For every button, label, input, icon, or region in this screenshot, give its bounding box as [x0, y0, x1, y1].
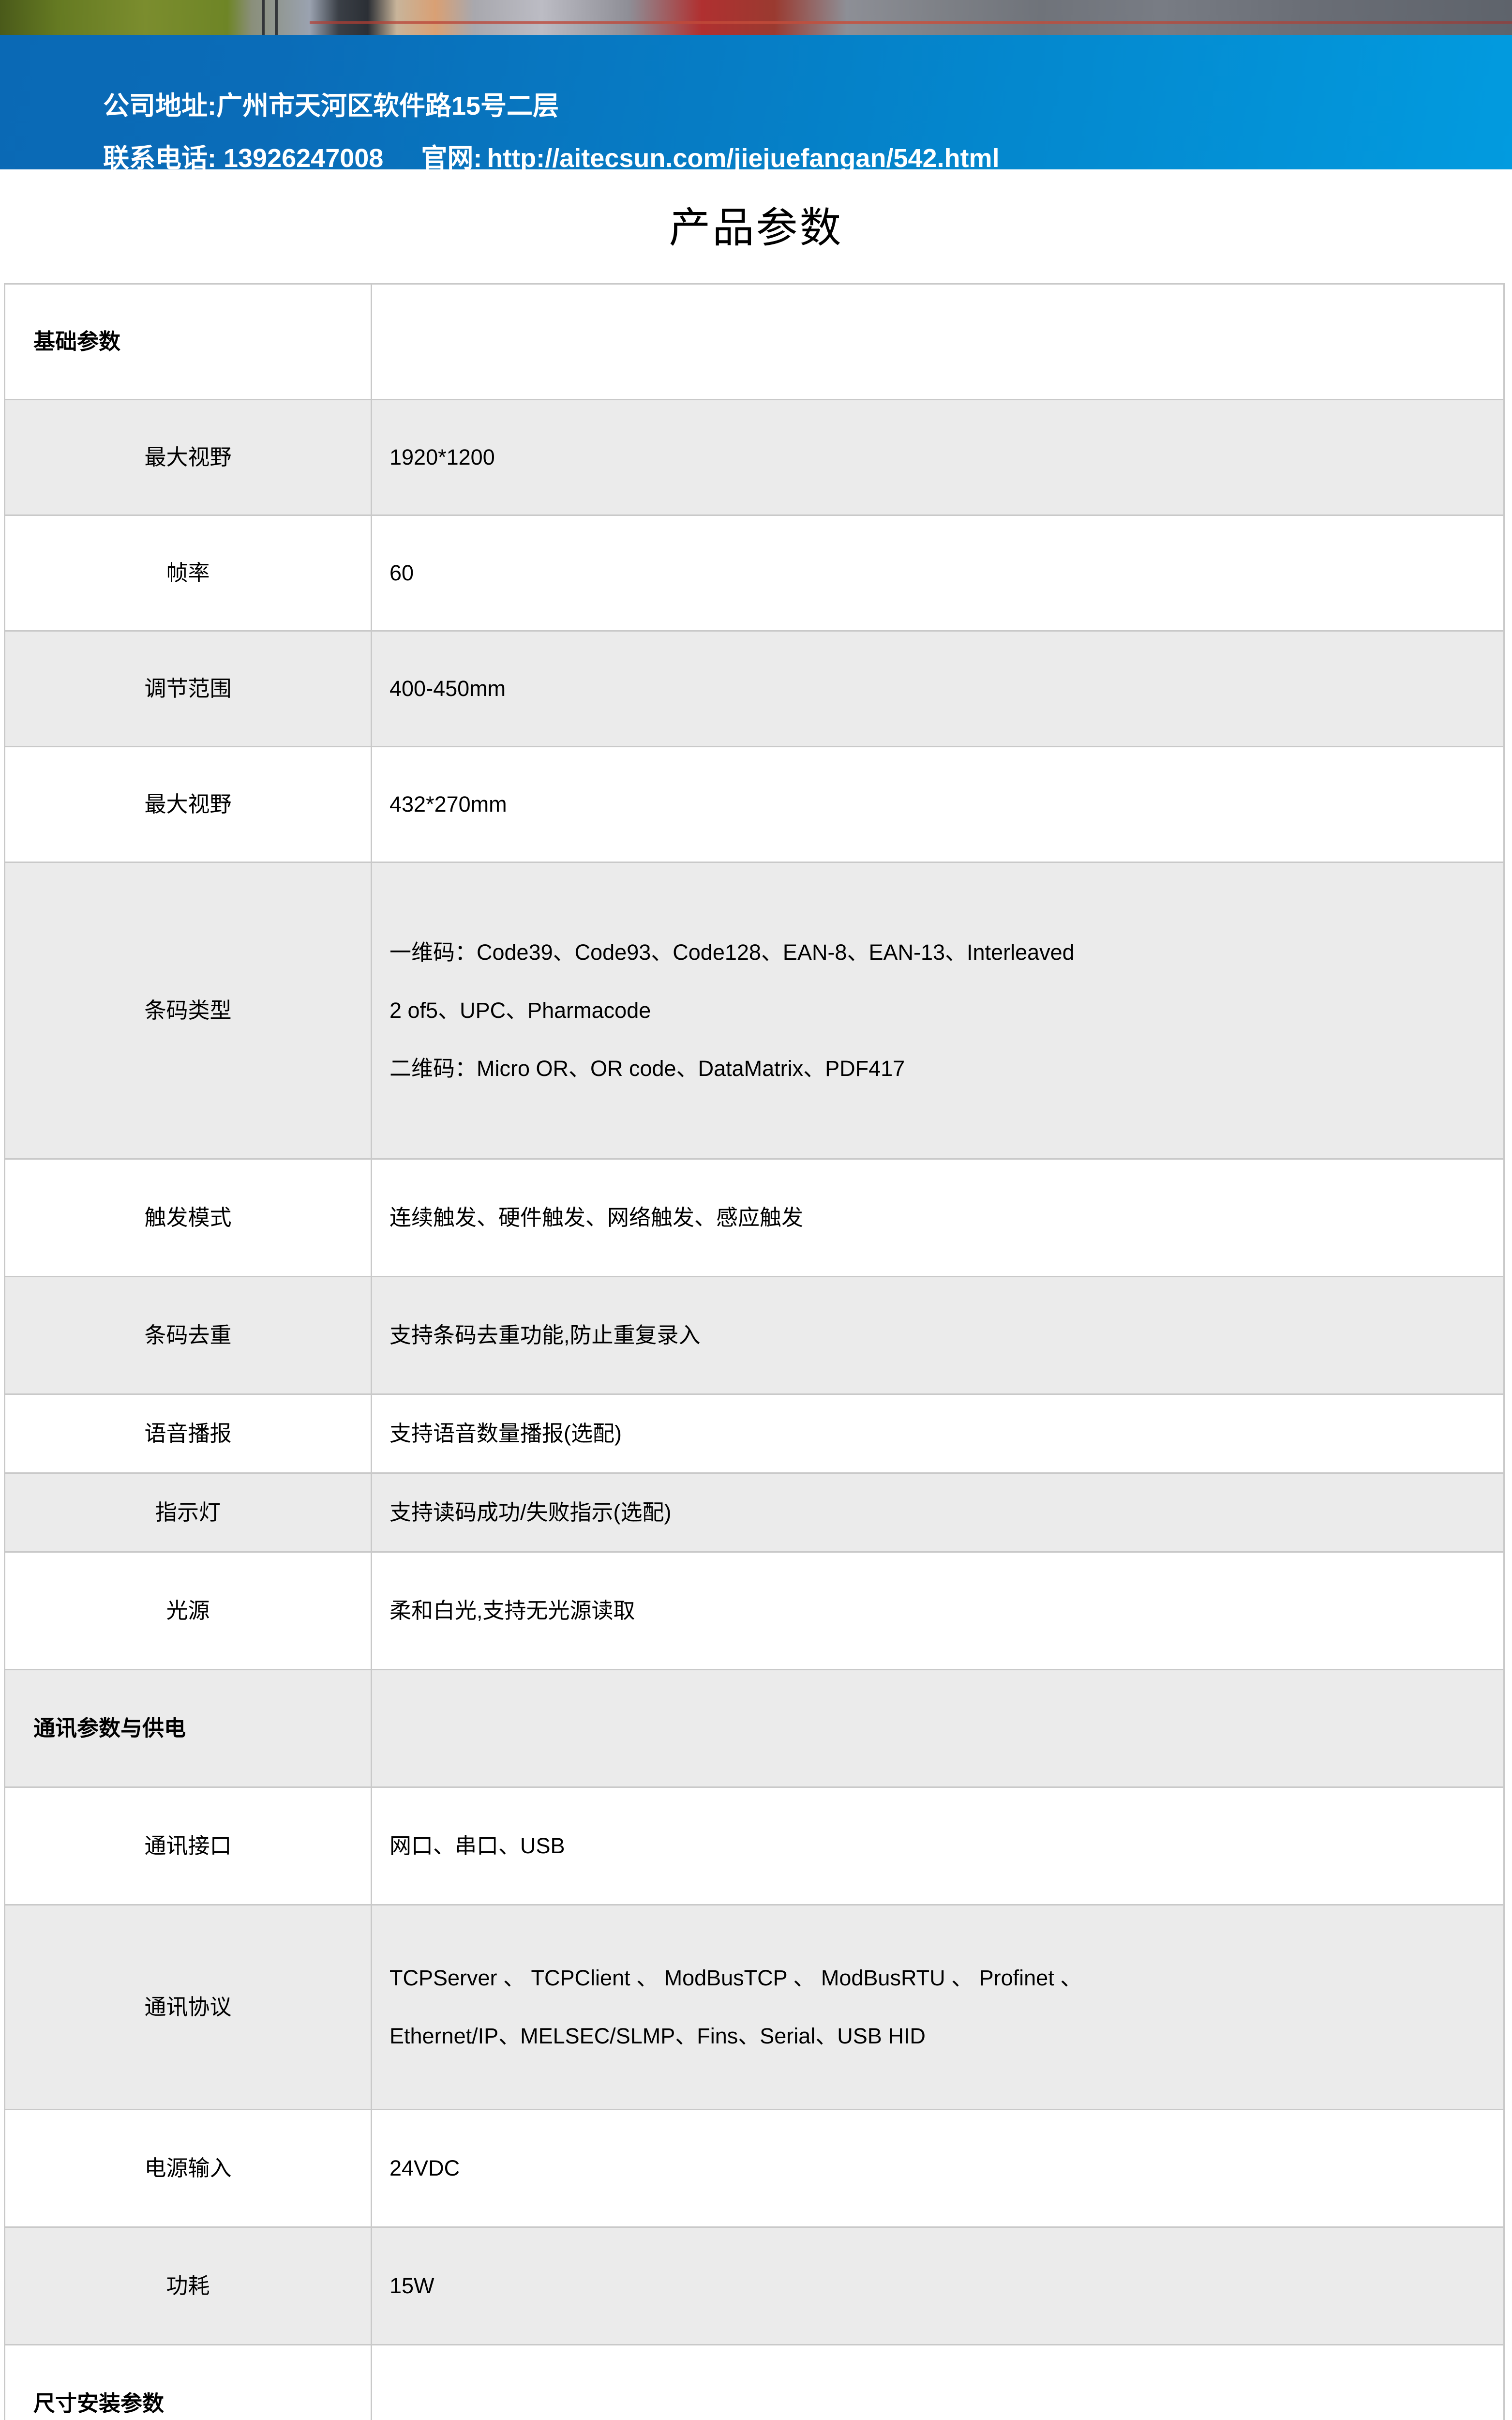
- spec-value-line: 支持语音数量播报(选配): [389, 1421, 622, 1446]
- spec-value-line: 400-450mm: [389, 676, 506, 701]
- page-title: 产品参数: [669, 205, 843, 251]
- spec-value-line: 432*270mm: [389, 792, 507, 817]
- spec-value: 24VDC: [371, 2109, 1505, 2228]
- table-row: 指示灯 支持读码成功/失败指示(选配): [4, 1472, 1505, 1553]
- section-header-label: 尺寸安装参数: [4, 2344, 372, 2420]
- table-row: 条码类型 一维码：Code39、Code93、Code128、EAN-8、EAN-…: [4, 862, 1505, 1160]
- spec-value: [371, 1669, 1505, 1788]
- table-row: 调节范围 400-450mm: [4, 630, 1505, 747]
- spec-value: 60: [371, 514, 1505, 632]
- contact-banner: 公司地址:广州市天河区软件路15号二层 联系电话: 13926247008 官网…: [0, 35, 1512, 173]
- table-row: 最大视野 432*270mm: [4, 746, 1505, 863]
- spec-value: 15W: [371, 2226, 1505, 2345]
- header-photo-strip: [0, 0, 1512, 35]
- table-row: 帧率 60: [4, 514, 1505, 632]
- spec-value-line: 柔和白光,支持无光源读取: [389, 1598, 635, 1623]
- spec-label: 帧率: [4, 514, 372, 632]
- spec-value: [371, 283, 1505, 400]
- spec-value-line: 60: [389, 560, 414, 586]
- spec-value-line: 15W: [389, 2273, 434, 2299]
- spec-label: 通讯协议: [4, 1904, 372, 2110]
- official-site-url[interactable]: http://aitecsun.com/jiejuefangan/542.htm…: [487, 144, 1000, 173]
- spec-label: 最大视野: [4, 399, 372, 516]
- table-row: 基础参数: [4, 283, 1505, 400]
- spec-value: 支持语音数量播报(选配): [371, 1393, 1505, 1474]
- table-row: 通讯参数与供电: [4, 1669, 1505, 1788]
- spec-value: 一维码：Code39、Code93、Code128、EAN-8、EAN-13、I…: [371, 862, 1505, 1160]
- spec-label: 通讯接口: [4, 1786, 372, 1906]
- spec-value-line: 支持读码成功/失败指示(选配): [389, 1500, 672, 1525]
- spec-value: 连续触发、硬件触发、网络触发、感应触发: [371, 1158, 1505, 1277]
- section-header-label: 基础参数: [4, 283, 372, 400]
- spec-value-line: 一维码：Code39、Code93、Code128、EAN-8、EAN-13、I…: [389, 940, 1075, 965]
- spec-value-line: 连续触发、硬件触发、网络触发、感应触发: [389, 1205, 804, 1230]
- table-row: 通讯接口 网口、串口、USB: [4, 1786, 1505, 1906]
- spec-label: 触发模式: [4, 1158, 372, 1277]
- product-spec-table: 基础参数 最大视野 1920*1200 帧率 60 调节范围 400-450mm 最大视野 43…: [4, 283, 1505, 2420]
- table-row: 功耗 15W: [4, 2226, 1505, 2345]
- table-row: 条码去重 支持条码去重功能,防止重复录入: [4, 1276, 1505, 1395]
- spec-value-line: Ethernet/IP、MELSEC/SLMP、Fins、Serial、USB …: [389, 2024, 926, 2048]
- spec-label: 功耗: [4, 2226, 372, 2345]
- spec-label: 指示灯: [4, 1472, 372, 1553]
- contact-row: 联系电话: 13926247008 官网: http://aitecsun.co…: [103, 136, 1000, 175]
- spec-label: 光源: [4, 1551, 372, 1670]
- table-row: 光源 柔和白光,支持无光源读取: [4, 1551, 1505, 1670]
- spec-label: 条码去重: [4, 1276, 372, 1395]
- spec-value: [371, 2344, 1505, 2420]
- spec-value: 柔和白光,支持无光源读取: [371, 1551, 1505, 1670]
- spec-value-line: 支持条码去重功能,防止重复录入: [389, 1323, 701, 1348]
- spec-value: 432*270mm: [371, 746, 1505, 863]
- spec-label: 条码类型: [4, 862, 372, 1160]
- spec-value: TCPServer 、 TCPClient 、 ModBusTCP 、 ModB…: [371, 1904, 1505, 2110]
- table-row: 语音播报 支持语音数量播报(选配): [4, 1393, 1505, 1474]
- spec-value-line: 24VDC: [389, 2156, 460, 2181]
- spec-label: 最大视野: [4, 746, 372, 863]
- spec-value-line: TCPServer 、 TCPClient 、 ModBusTCP 、 ModB…: [389, 1966, 1082, 1991]
- table-row: 触发模式 连续触发、硬件触发、网络触发、感应触发: [4, 1158, 1505, 1277]
- spec-value-line: 2 of5、UPC、Pharmacode: [389, 998, 651, 1023]
- spec-value: 支持读码成功/失败指示(选配): [371, 1472, 1505, 1553]
- spec-value: 400-450mm: [371, 630, 1505, 747]
- company-address: 公司地址:广州市天河区软件路15号二层: [103, 91, 559, 121]
- table-row: 最大视野 1920*1200: [4, 399, 1505, 516]
- spec-label: 调节范围: [4, 630, 372, 747]
- section-header-label: 通讯参数与供电: [4, 1669, 372, 1788]
- contact-phone: 联系电话: 13926247008: [103, 144, 384, 173]
- road-marking-line: [310, 21, 1512, 24]
- pole-right-icon: [275, 0, 278, 35]
- spec-value: 网口、串口、USB: [371, 1786, 1505, 1906]
- spec-value-line: 网口、串口、USB: [389, 1833, 565, 1859]
- pole-left-icon: [262, 0, 265, 35]
- table-row: 通讯协议 TCPServer 、 TCPClient 、 ModBusTCP 、 …: [4, 1904, 1505, 2110]
- official-site-label: 官网:: [421, 144, 482, 173]
- spec-label: 语音播报: [4, 1393, 372, 1474]
- spec-value: 支持条码去重功能,防止重复录入: [371, 1276, 1505, 1395]
- table-row: 电源输入 24VDC: [4, 2109, 1505, 2228]
- table-row: 尺寸安装参数: [4, 2344, 1505, 2420]
- spec-value: 1920*1200: [371, 399, 1505, 516]
- spec-value-line: 二维码：Micro OR、OR code、DataMatrix、PDF417: [389, 1056, 905, 1081]
- spec-value-line: 1920*1200: [389, 445, 495, 470]
- spec-label: 电源输入: [4, 2109, 372, 2228]
